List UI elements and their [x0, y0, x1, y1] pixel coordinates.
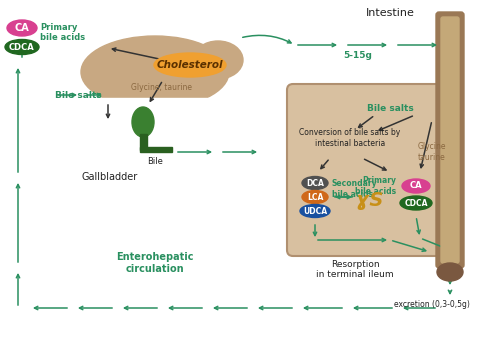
Bar: [140, 134, 147, 150]
Bar: [140, 147, 172, 152]
Text: Primary
bile acids: Primary bile acids: [354, 176, 395, 196]
FancyBboxPatch shape: [440, 17, 458, 263]
Text: DCA: DCA: [305, 178, 323, 188]
Ellipse shape: [399, 196, 431, 210]
Text: Conversion of bile salts by
intestinal bacteria: Conversion of bile salts by intestinal b…: [299, 128, 400, 148]
FancyBboxPatch shape: [435, 12, 463, 268]
Ellipse shape: [300, 204, 329, 217]
Text: Bile: Bile: [147, 157, 163, 166]
Ellipse shape: [192, 41, 242, 79]
Text: Intestine: Intestine: [365, 8, 414, 18]
Ellipse shape: [81, 36, 228, 108]
Text: Bile salts: Bile salts: [366, 104, 412, 113]
Text: Glycine, taurine: Glycine, taurine: [131, 82, 192, 92]
Ellipse shape: [5, 40, 39, 54]
Ellipse shape: [401, 179, 429, 193]
Text: ɣS: ɣS: [355, 191, 384, 210]
Ellipse shape: [436, 263, 462, 281]
Text: CDCA: CDCA: [9, 43, 35, 51]
Text: LCA: LCA: [306, 193, 323, 201]
Text: Resorption
in terminal ileum: Resorption in terminal ileum: [315, 260, 393, 280]
Text: Secondary
bile acids: Secondary bile acids: [331, 179, 377, 199]
Ellipse shape: [154, 53, 226, 77]
Ellipse shape: [301, 191, 327, 203]
Ellipse shape: [7, 20, 37, 36]
Text: Enterohepatic
circulation: Enterohepatic circulation: [116, 252, 193, 274]
Text: Gallbladder: Gallbladder: [82, 172, 138, 182]
Text: bile acids: bile acids: [40, 32, 85, 42]
Text: CA: CA: [14, 23, 29, 33]
FancyBboxPatch shape: [287, 84, 446, 256]
Text: excretion (0,3-0,5g): excretion (0,3-0,5g): [393, 300, 469, 309]
Ellipse shape: [132, 107, 154, 137]
Text: Bile salts: Bile salts: [55, 91, 102, 99]
Text: 5-15g: 5-15g: [343, 51, 372, 61]
Text: CDCA: CDCA: [403, 198, 427, 208]
Text: Glycine
taurine: Glycine taurine: [417, 142, 445, 162]
Text: UDCA: UDCA: [302, 207, 326, 216]
Text: CA: CA: [409, 182, 421, 191]
Bar: [75, 98, 235, 113]
Text: Primary: Primary: [40, 24, 77, 32]
Ellipse shape: [301, 176, 327, 190]
Text: Cholesterol: Cholesterol: [156, 60, 223, 70]
